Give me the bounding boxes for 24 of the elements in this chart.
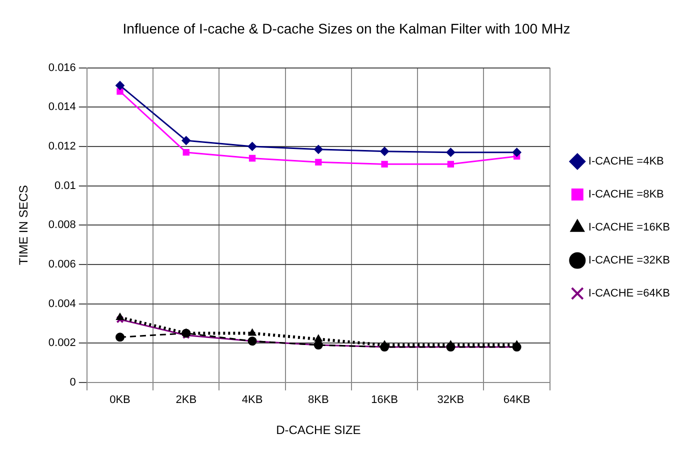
x-tick-label: 8KB — [308, 394, 329, 406]
y-tick-label: 0 — [70, 376, 76, 388]
legend-label: I-CACHE =8KB — [588, 188, 664, 201]
x-tick-label: 0KB — [110, 394, 130, 406]
y-tick-label: 0.004 — [48, 298, 76, 310]
x-tick-label: 64KB — [503, 394, 530, 406]
y-tick-label: 0.014 — [48, 101, 76, 114]
y-tick-label: 0.008 — [48, 219, 76, 232]
y-axis-title: TIME IN SECS — [16, 185, 31, 266]
y-tick-label: 0.012 — [48, 140, 76, 152]
legend-label: I-CACHE =32KB — [588, 254, 670, 267]
x-tick-label: 32KB — [437, 394, 464, 406]
y-tick-label: 0.016 — [48, 62, 76, 74]
y-tick-label: 0.002 — [48, 337, 76, 350]
chart-title: Influence of I-cache & D-cache Sizes on the Kalman Filter with 100 MHz — [122, 20, 570, 36]
x-tick-label: 16KB — [371, 394, 398, 406]
y-tick-label: 0.006 — [48, 258, 76, 270]
legend-label: I-CACHE =16KB — [588, 222, 670, 234]
x-tick-label: 2KB — [176, 394, 197, 406]
legend-label: I-CACHE =4KB — [588, 156, 664, 168]
x-tick-label: 4KB — [242, 394, 263, 406]
x-axis-title: D-CACHE SIZE — [276, 423, 361, 438]
y-tick-label: 0.01 — [54, 180, 76, 192]
legend-label: I-CACHE =64KB — [588, 288, 670, 300]
